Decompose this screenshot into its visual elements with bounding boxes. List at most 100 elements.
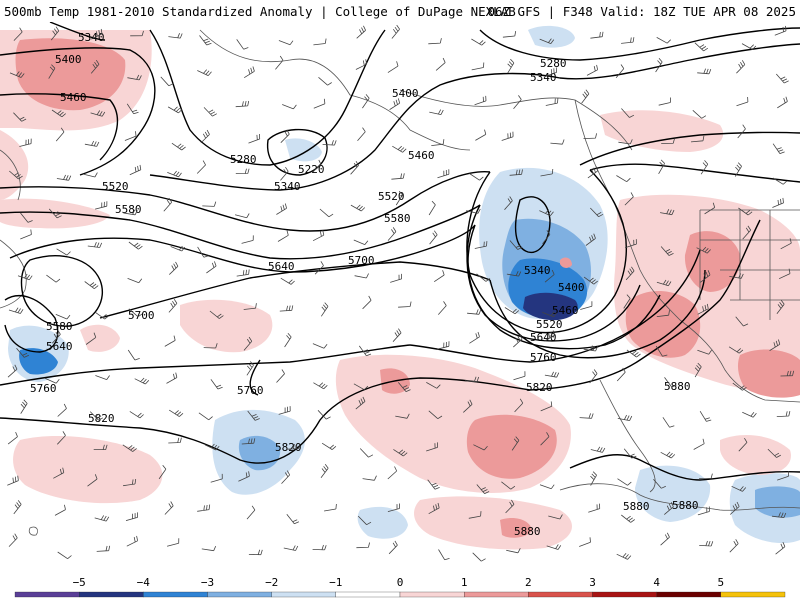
contour-5580 [0, 204, 481, 260]
wind-barb [476, 273, 491, 282]
wind-barb [312, 230, 325, 242]
contour-trough-4 [489, 269, 706, 359]
colorbar-swatch [656, 591, 722, 598]
wind-barb [736, 60, 746, 74]
wind-barb [475, 129, 487, 141]
wind-barb [590, 31, 604, 39]
anomaly-region [528, 25, 575, 48]
wind-barb [546, 544, 562, 550]
wind-barb [246, 505, 256, 520]
contour-label: 5700 [128, 309, 155, 322]
wind-barb [777, 96, 788, 109]
wind-barb [318, 76, 332, 86]
contour-upper-a [149, 29, 386, 166]
wind-barb [202, 201, 217, 207]
wind-barb [550, 139, 565, 145]
wind-barb [317, 410, 331, 420]
wind-barb [359, 448, 374, 458]
map-title: 500mb Temp 1981-2010 Standardized Anomal… [4, 4, 516, 19]
wind-barb [540, 432, 550, 446]
contour-label: 5640 [46, 340, 73, 353]
wind-barb [388, 540, 398, 555]
colorbar-tick-label: −3 [201, 576, 214, 589]
wind-barb [656, 310, 670, 317]
wind-barb [738, 437, 748, 452]
wind-barb [615, 64, 625, 79]
wind-barb [320, 302, 329, 317]
wind-barb [235, 168, 250, 174]
contour-label: 5340 [524, 264, 551, 277]
wind-barb [247, 410, 260, 421]
contour-upper-f [589, 163, 800, 183]
contour-label: 5220 [298, 163, 325, 176]
anomaly-region [560, 257, 572, 268]
wind-barb [580, 301, 593, 310]
colorbar-swatch [464, 591, 529, 598]
contour-5340 [49, 22, 106, 41]
wind-barb [46, 274, 61, 283]
wind-barb [583, 133, 597, 139]
wind-barb [778, 268, 791, 280]
wind-barb [282, 104, 297, 110]
contour-5580-loop [20, 255, 104, 327]
wind-barb [429, 109, 444, 115]
wind-barb [362, 475, 377, 481]
wind-barb [275, 55, 284, 70]
wind-barb [167, 170, 182, 178]
wind-barb [435, 57, 446, 71]
contour-label: 5520 [102, 180, 129, 193]
wind-barb [700, 160, 709, 175]
wind-barb [476, 484, 490, 494]
wind-barb [355, 59, 368, 70]
contour-label: 5520 [378, 190, 405, 203]
wind-barb [616, 175, 631, 183]
wind-barb [354, 273, 369, 279]
wind-barb [543, 330, 555, 342]
wind-barb [513, 371, 526, 381]
wind-barb [395, 413, 410, 419]
wind-barb [658, 159, 665, 174]
wind-barb [276, 203, 287, 215]
wind-barb [7, 475, 19, 486]
wind-barb [428, 38, 442, 45]
wind-barb [431, 139, 445, 146]
wind-barb [355, 396, 366, 410]
wind-barb [656, 279, 672, 287]
wind-barb [664, 377, 677, 388]
wind-barb [775, 73, 789, 84]
colorbar-tick-label: 0 [397, 576, 404, 589]
wind-barb [729, 501, 740, 515]
contour-5460 [0, 93, 119, 161]
wind-barb [590, 471, 597, 486]
wind-barb [501, 131, 514, 141]
anomaly-region [285, 138, 322, 162]
contour-label: 5760 [530, 351, 557, 364]
contour-label: 5760 [30, 382, 57, 395]
wind-barb [93, 444, 108, 450]
wind-barb [168, 437, 182, 444]
wind-barb [357, 127, 366, 142]
wind-barb [732, 382, 747, 391]
wind-barb [428, 502, 440, 515]
wind-barb [170, 245, 186, 252]
wind-barb [581, 89, 590, 104]
wind-barb [280, 166, 289, 181]
wind-barb [126, 535, 138, 547]
wind-barb [313, 382, 328, 390]
colorbar-tick-label: 4 [653, 576, 660, 589]
wind-barb [699, 473, 713, 479]
contour-label: 5580 [115, 203, 142, 216]
wind-barb [625, 266, 635, 281]
wind-barb [199, 35, 212, 46]
wind-barb [200, 129, 210, 144]
anomaly-region [500, 518, 532, 538]
wind-barb [539, 484, 555, 490]
contour-label: 5880 [623, 500, 650, 513]
wind-barb [387, 466, 398, 480]
contour-5280-loop [266, 128, 328, 176]
wind-barb [704, 202, 716, 215]
wind-barb [210, 473, 223, 483]
wind-barb [542, 230, 551, 245]
wind-barb [626, 349, 641, 358]
wind-barb [579, 413, 594, 419]
